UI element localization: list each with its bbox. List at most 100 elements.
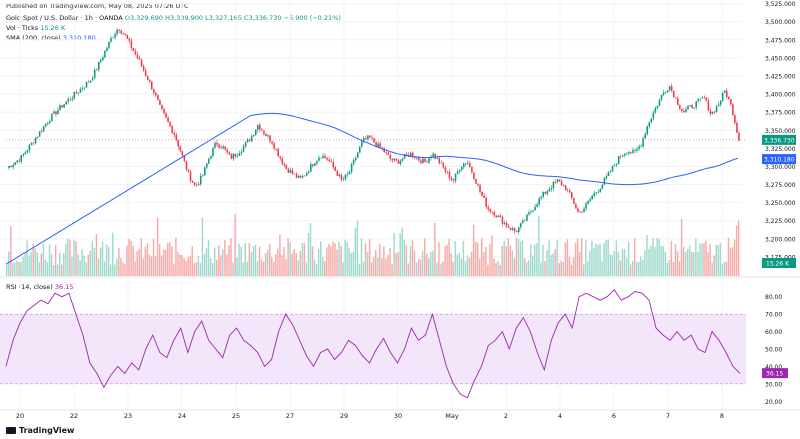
candle-body [524,220,526,221]
candle-body [118,29,120,31]
candle-body [452,179,455,181]
volume-bar [42,243,45,276]
candle-body [102,57,104,61]
volume-value: 15.26 K [40,24,66,32]
volume-bar [619,260,622,276]
candle-body [195,185,198,186]
volume-bar [678,261,681,276]
candle-body [130,40,133,49]
candle-body [38,131,41,137]
rsi-label[interactable]: RSI (14, close) [6,283,53,291]
candle-body [163,109,165,114]
candle-body [650,118,653,123]
volume-bar [699,243,701,276]
candle-body [711,111,714,114]
tradingview-brand[interactable]: TradingView [6,426,74,435]
volume-bar [362,261,365,276]
candle-body [350,164,353,172]
candle-body [275,148,277,150]
volume-bar [733,239,736,276]
volume-bar [38,262,41,276]
candle-body [721,92,724,101]
volume-bar [152,238,155,276]
candle-body [277,149,279,157]
volume-bar [411,239,414,276]
candle-body [91,78,94,81]
volume-bar [236,257,238,276]
volume-bar [693,252,695,276]
volume-bar [61,264,63,276]
candle-body [560,181,563,186]
candle-body [352,159,355,165]
candle-body [385,152,388,153]
volume-bar [383,246,385,276]
candle-body [736,122,738,133]
volume-bar [260,259,263,276]
volume-bar [73,240,75,276]
candle-body [564,185,567,191]
candle-body [691,105,693,108]
volume-bar [377,257,379,276]
candle-body [161,104,163,110]
volume-bar [660,245,662,276]
candle-body [28,144,31,151]
volume-bar [224,240,226,276]
candle-body [293,173,296,175]
candle-body [420,160,422,164]
volume-bar [146,243,149,276]
volume-bar [540,262,542,276]
candle-body [106,47,108,51]
volume-bar [731,247,734,276]
volume-bar [691,251,693,276]
volume-bar [521,239,524,276]
candle-body [134,51,137,55]
volume-bar [497,260,499,276]
volume-bar [52,265,55,276]
candle-body [422,158,424,164]
volume-bar [191,246,193,276]
candle-body [526,214,528,221]
candle-body [336,170,339,176]
volume-bar [97,258,100,276]
time-tick-label: 23 [124,412,132,420]
volume-label[interactable]: Vol · Ticks [6,24,39,32]
candle-body [373,138,375,143]
candle-body [428,158,430,163]
candle-body [67,99,69,102]
sma-label[interactable]: SMA (200, close) [6,34,61,42]
volume-bar [385,258,387,276]
volume-bar [548,240,550,276]
candle-body [683,110,685,113]
candle-body [51,113,53,121]
volume-bar [295,253,297,276]
candle-body [515,230,518,233]
candle-body [583,208,585,213]
candle-body [401,158,404,161]
volume-bar [468,257,471,276]
volume-bar [415,262,418,276]
candle-body [318,157,320,161]
volume-bar [183,258,185,276]
candle-body [662,92,665,95]
volume-bar [684,251,687,276]
volume-bar [228,245,230,276]
volume-bar [617,251,620,276]
symbol-name[interactable]: Gold Spot / U.S. Dollar · 1h · OANDA [6,14,123,22]
candle-body [367,135,369,140]
volume-bar [254,244,257,276]
candle-body [379,143,381,148]
time-tick-label: 4 [558,412,562,420]
volume-bar [466,255,469,276]
candle-body [281,158,284,164]
candle-body [348,171,351,174]
volume-bar [417,258,420,276]
volume-bar [313,259,316,276]
volume-bar [289,242,291,276]
candle-body [257,124,259,130]
volume-bar [181,255,183,276]
volume-bar [527,260,530,276]
volume-bar [395,252,397,276]
volume-bar [391,264,393,276]
candle-body [730,99,732,105]
